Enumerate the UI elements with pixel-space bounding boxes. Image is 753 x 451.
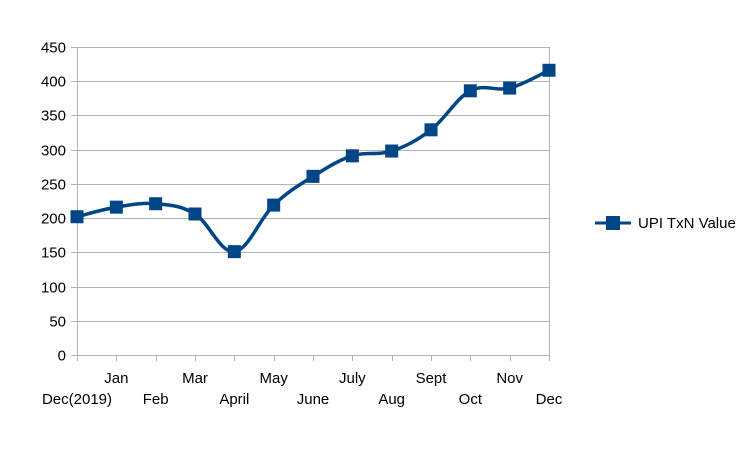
data-point-april [227,245,241,259]
y-tick-label-250: 250 [41,177,66,194]
series-layer [70,63,556,259]
data-point-dec-2019- [70,210,84,224]
y-tick-label-50: 50 [49,314,66,331]
y-tick-label-0: 0 [58,348,66,365]
data-point-nov [503,81,517,95]
axes [71,47,550,361]
y-tick-label-450: 450 [41,40,66,57]
data-point-mar [188,207,202,221]
series-line-0 [75,68,551,254]
y-tick-label-350: 350 [41,108,66,125]
x-tick-label-12: Dec [536,391,563,408]
x-tick-label-6: June [297,391,330,408]
data-point-dec [542,63,556,77]
y-axis-tick-labels: 0 50 100 150 200 250 300 350 400 450 [41,40,66,365]
y-tick-label-300: 300 [41,143,66,160]
x-tick-label-9: Sept [416,370,448,387]
x-tick-label-5: May [259,370,288,387]
data-point-may [267,198,281,212]
data-point-aug [385,144,399,158]
x-axis-tick-labels: Dec(2019) Jan Feb Mar April May June July Aug Sep… [42,370,563,408]
data-point-june [306,169,320,183]
y-tick-label-100: 100 [41,280,66,297]
data-point-feb [149,197,163,211]
x-tick-label-7: July [339,370,366,387]
legend-label-upi-txn-value: UPI TxN Value [638,215,736,232]
x-tick-label-10: Oct [459,391,483,408]
data-point-jan [109,200,123,214]
y-tick-label-400: 400 [41,74,66,91]
data-point-oct [463,84,477,98]
data-point-sept [424,123,438,137]
x-tick-label-2: Feb [143,391,169,408]
y-tick-label-150: 150 [41,245,66,262]
x-tick-label-4: April [219,391,249,408]
legend: UPI TxN Value [595,215,736,232]
x-tick-label-0: Dec(2019) [42,391,112,408]
x-tick-label-1: Jan [104,370,128,387]
x-tick-label-11: Nov [496,370,523,387]
gridlines [77,47,549,356]
x-tick-label-8: Aug [378,391,405,408]
data-point-july [345,149,359,163]
x-tick-label-3: Mar [182,370,208,387]
legend-square-marker [606,216,620,230]
y-tick-label-200: 200 [41,211,66,228]
